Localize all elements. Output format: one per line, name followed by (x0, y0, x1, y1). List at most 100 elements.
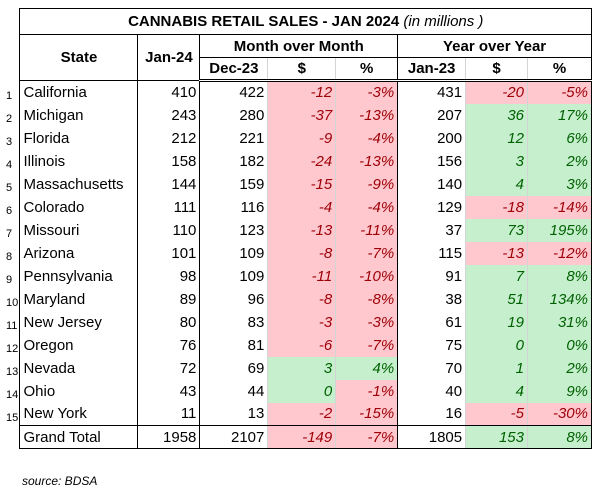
state-cell[interactable]: Oregon (19, 333, 139, 357)
jan23-cell[interactable]: 207 (397, 103, 466, 127)
yoy-dollar-cell[interactable]: 19 (465, 310, 528, 334)
mom-dollar-cell[interactable]: -6 (267, 333, 336, 357)
mom-pct-cell[interactable]: -10% (335, 264, 399, 288)
dec23-cell[interactable]: 116 (199, 195, 268, 219)
jan24-cell[interactable]: 76 (137, 333, 201, 357)
mom-dollar-cell[interactable]: -11 (267, 264, 336, 288)
yoy-dollar-cell[interactable]: 3 (465, 149, 528, 173)
mom-dollar-cell[interactable]: -3 (267, 310, 336, 334)
dec23-cell[interactable]: 44 (199, 379, 268, 403)
yoy-dollar-cell[interactable]: 73 (465, 218, 528, 242)
dec23-cell[interactable]: 96 (199, 287, 268, 311)
jan24-cell[interactable]: 89 (137, 287, 201, 311)
dec23-cell[interactable]: 422 (199, 80, 268, 104)
yoy-pct-cell[interactable]: 31% (527, 310, 592, 334)
mom-pct-cell[interactable]: -13% (335, 103, 399, 127)
header-state[interactable]: State (19, 34, 139, 81)
dec23-cell[interactable]: 159 (199, 172, 268, 196)
jan23-cell[interactable]: 115 (397, 241, 466, 265)
state-cell[interactable]: Nevada (19, 356, 139, 380)
state-cell[interactable]: Missouri (19, 218, 139, 242)
yoy-pct-cell[interactable]: 2% (527, 149, 592, 173)
header-jan24[interactable]: Jan-24 (137, 34, 201, 81)
yoy-dollar-cell[interactable]: 4 (465, 379, 528, 403)
jan24-cell[interactable]: 144 (137, 172, 201, 196)
table-title[interactable]: CANNABIS RETAIL SALES - JAN 2024 (in mil… (19, 8, 592, 35)
total-yoy-dollar[interactable]: 153 (465, 425, 528, 449)
yoy-dollar-cell[interactable]: -5 (465, 402, 528, 426)
mom-dollar-cell[interactable]: -9 (267, 126, 336, 150)
jan24-cell[interactable]: 111 (137, 195, 201, 219)
total-label[interactable]: Grand Total (19, 425, 139, 449)
yoy-pct-cell[interactable]: 17% (527, 103, 592, 127)
dec23-cell[interactable]: 81 (199, 333, 268, 357)
jan23-cell[interactable]: 431 (397, 80, 466, 104)
yoy-pct-cell[interactable]: -12% (527, 241, 592, 265)
dec23-cell[interactable]: 83 (199, 310, 268, 334)
header-mom-pct[interactable]: % (335, 57, 399, 82)
jan23-cell[interactable]: 200 (397, 126, 466, 150)
state-cell[interactable]: Florida (19, 126, 139, 150)
mom-pct-cell[interactable]: -8% (335, 287, 399, 311)
mom-pct-cell[interactable]: -3% (335, 80, 399, 104)
yoy-dollar-cell[interactable]: 12 (465, 126, 528, 150)
jan24-cell[interactable]: 243 (137, 103, 201, 127)
yoy-pct-cell[interactable]: 2% (527, 356, 592, 380)
jan24-cell[interactable]: 110 (137, 218, 201, 242)
yoy-dollar-cell[interactable]: -18 (465, 195, 528, 219)
state-cell[interactable]: Arizona (19, 241, 139, 265)
mom-pct-cell[interactable]: -1% (335, 379, 399, 403)
dec23-cell[interactable]: 13 (199, 402, 268, 426)
state-cell[interactable]: New York (19, 402, 139, 426)
yoy-pct-cell[interactable]: 195% (527, 218, 592, 242)
header-yoy-dollar[interactable]: $ (465, 57, 528, 82)
yoy-dollar-cell[interactable]: 51 (465, 287, 528, 311)
mom-dollar-cell[interactable]: -15 (267, 172, 336, 196)
yoy-pct-cell[interactable]: 9% (527, 379, 592, 403)
yoy-dollar-cell[interactable]: -20 (465, 80, 528, 104)
mom-dollar-cell[interactable]: -2 (267, 402, 336, 426)
yoy-pct-cell[interactable]: -14% (527, 195, 592, 219)
state-cell[interactable]: Ohio (19, 379, 139, 403)
header-year-over-year[interactable]: Year over Year (397, 34, 592, 58)
state-cell[interactable]: Michigan (19, 103, 139, 127)
total-jan24[interactable]: 1958 (137, 425, 201, 449)
yoy-dollar-cell[interactable]: 36 (465, 103, 528, 127)
header-yoy-pct[interactable]: % (527, 57, 592, 82)
mom-pct-cell[interactable]: -4% (335, 195, 399, 219)
dec23-cell[interactable]: 69 (199, 356, 268, 380)
mom-pct-cell[interactable]: -9% (335, 172, 399, 196)
jan24-cell[interactable]: 72 (137, 356, 201, 380)
mom-dollar-cell[interactable]: -4 (267, 195, 336, 219)
yoy-dollar-cell[interactable]: 1 (465, 356, 528, 380)
dec23-cell[interactable]: 221 (199, 126, 268, 150)
header-month-over-month[interactable]: Month over Month (199, 34, 399, 58)
total-mom-dollar[interactable]: -149 (267, 425, 336, 449)
mom-dollar-cell[interactable]: -8 (267, 287, 336, 311)
yoy-dollar-cell[interactable]: 4 (465, 172, 528, 196)
yoy-pct-cell[interactable]: 134% (527, 287, 592, 311)
yoy-dollar-cell[interactable]: 0 (465, 333, 528, 357)
dec23-cell[interactable]: 182 (199, 149, 268, 173)
jan24-cell[interactable]: 158 (137, 149, 201, 173)
total-jan23[interactable]: 1805 (397, 425, 466, 449)
dec23-cell[interactable]: 109 (199, 264, 268, 288)
total-yoy-pct[interactable]: 8% (527, 425, 592, 449)
mom-dollar-cell[interactable]: 0 (267, 379, 336, 403)
dec23-cell[interactable]: 109 (199, 241, 268, 265)
mom-pct-cell[interactable]: -11% (335, 218, 399, 242)
state-cell[interactable]: Massachusetts (19, 172, 139, 196)
yoy-dollar-cell[interactable]: -13 (465, 241, 528, 265)
jan23-cell[interactable]: 75 (397, 333, 466, 357)
mom-pct-cell[interactable]: -7% (335, 333, 399, 357)
header-mom-dollar[interactable]: $ (267, 57, 336, 82)
yoy-pct-cell[interactable]: 8% (527, 264, 592, 288)
state-cell[interactable]: California (19, 80, 139, 104)
mom-dollar-cell[interactable]: -8 (267, 241, 336, 265)
jan23-cell[interactable]: 37 (397, 218, 466, 242)
jan24-cell[interactable]: 212 (137, 126, 201, 150)
jan23-cell[interactable]: 61 (397, 310, 466, 334)
mom-pct-cell[interactable]: -3% (335, 310, 399, 334)
jan24-cell[interactable]: 98 (137, 264, 201, 288)
mom-pct-cell[interactable]: -15% (335, 402, 399, 426)
